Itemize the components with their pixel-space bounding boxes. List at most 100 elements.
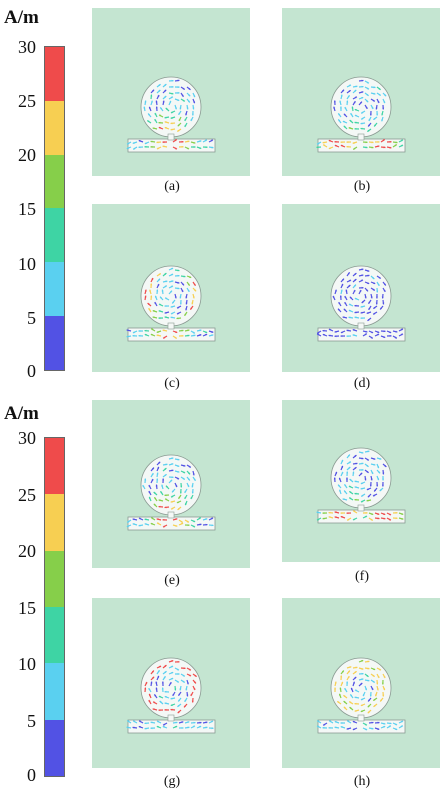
current-arrow-head — [184, 490, 187, 493]
current-arrow-head — [164, 127, 167, 129]
current-arrow-head — [376, 290, 379, 293]
current-arrow-head — [126, 335, 129, 338]
current-arrow-head — [372, 674, 375, 677]
current-arrow-head — [193, 141, 196, 144]
colorbar-1-unit: A/m — [4, 7, 39, 28]
current-arrow-head — [150, 333, 153, 336]
current-arrow-head — [352, 141, 355, 144]
current-arrow-head — [164, 690, 167, 693]
current-arrow-head — [177, 287, 180, 290]
current-arrow-head — [177, 79, 180, 82]
current-arrow-head — [192, 331, 195, 334]
current-arrow-head — [394, 336, 397, 339]
current-arrow-head — [373, 282, 376, 284]
current-arrow-head — [374, 489, 377, 492]
current-arrow-head — [193, 525, 196, 528]
current-arrow-head — [346, 100, 349, 103]
current-arrow-head — [367, 495, 370, 498]
current-field-plot — [126, 454, 216, 531]
panel-f-caption: (f) — [355, 569, 369, 584]
current-arrow-head — [181, 726, 184, 730]
current-arrow-head — [170, 316, 173, 319]
colorbar-1-tick: 5 — [27, 308, 36, 328]
current-field-plot — [126, 265, 216, 342]
colorbar-1-tick: 10 — [18, 254, 36, 274]
current-arrow-head — [367, 679, 370, 682]
current-arrow-head — [158, 317, 161, 320]
current-arrow-head — [316, 146, 319, 149]
current-field-plot — [316, 265, 406, 342]
current-arrow-head — [350, 113, 353, 116]
current-arrow-head — [340, 721, 343, 725]
current-arrow-head — [376, 484, 379, 487]
current-arrow-head — [383, 335, 386, 338]
current-arrow-head — [177, 704, 180, 707]
current-arrow-head — [205, 146, 208, 149]
feed-stub — [167, 322, 175, 330]
panel-h — [282, 598, 440, 768]
current-arrow-head — [380, 699, 383, 702]
current-arrow-head — [361, 97, 364, 99]
current-arrow-head — [367, 318, 370, 321]
current-arrow-head — [360, 482, 363, 485]
current-arrow-head — [158, 127, 161, 129]
current-arrow-head — [367, 711, 370, 714]
current-arrow-head — [378, 276, 381, 279]
colorbar-1-tick: 25 — [18, 91, 36, 111]
current-arrow-head — [347, 454, 350, 457]
colorbar-1-segment — [45, 262, 64, 317]
current-arrow-head — [354, 109, 357, 111]
feed-stub — [167, 714, 175, 722]
current-arrow-head — [361, 274, 364, 277]
current-arrow-head — [378, 93, 381, 96]
feed-stub — [167, 511, 175, 519]
current-arrow-head — [177, 458, 180, 461]
current-arrow-head — [349, 491, 352, 494]
current-arrow-head — [157, 283, 160, 286]
current-arrow-head — [328, 140, 331, 142]
current-arrow-head — [177, 464, 180, 467]
current-arrow-head — [204, 139, 207, 142]
current-arrow-head — [368, 301, 371, 304]
current-arrow-head — [193, 478, 196, 481]
panel-d — [282, 204, 440, 372]
current-arrow-head — [388, 725, 391, 728]
current-arrow-head — [370, 478, 373, 481]
current-arrow-head — [178, 112, 181, 115]
current-arrow-head — [162, 145, 165, 148]
current-field-plot — [316, 657, 406, 734]
panel-g — [92, 598, 250, 768]
current-arrow-head — [170, 128, 173, 131]
current-arrow-head — [377, 478, 380, 481]
current-arrow-head — [176, 312, 179, 315]
current-arrow-head — [152, 89, 155, 92]
current-arrow-head — [340, 726, 343, 729]
current-arrow-head — [328, 334, 331, 337]
current-arrow-head — [150, 283, 153, 286]
current-arrow-head — [158, 310, 161, 313]
current-arrow-head — [152, 467, 154, 470]
current-arrow-head — [164, 89, 167, 92]
current-arrow-head — [177, 124, 180, 127]
current-arrow-head — [170, 122, 173, 125]
current-arrow-head — [348, 84, 351, 87]
current-arrow-head — [371, 141, 374, 144]
current-arrow-head — [163, 676, 166, 679]
current-arrow-head — [389, 513, 392, 516]
current-field-plot — [316, 447, 406, 524]
current-arrow-head — [188, 94, 191, 97]
current-arrow-head — [199, 140, 202, 143]
current-arrow-head — [148, 308, 151, 311]
current-arrow-head — [170, 697, 173, 700]
current-arrow-head — [193, 101, 195, 104]
current-arrow-head — [365, 141, 368, 144]
current-arrow-head — [177, 269, 180, 272]
current-arrow-head — [171, 457, 174, 460]
current-arrow-head — [360, 698, 363, 701]
current-arrow-head — [384, 94, 387, 97]
current-arrow-head — [183, 275, 186, 278]
current-arrow-head — [151, 328, 154, 331]
current-arrow-head — [187, 478, 190, 481]
colorbar-1-tick: 15 — [18, 199, 36, 219]
current-arrow-head — [156, 330, 159, 333]
